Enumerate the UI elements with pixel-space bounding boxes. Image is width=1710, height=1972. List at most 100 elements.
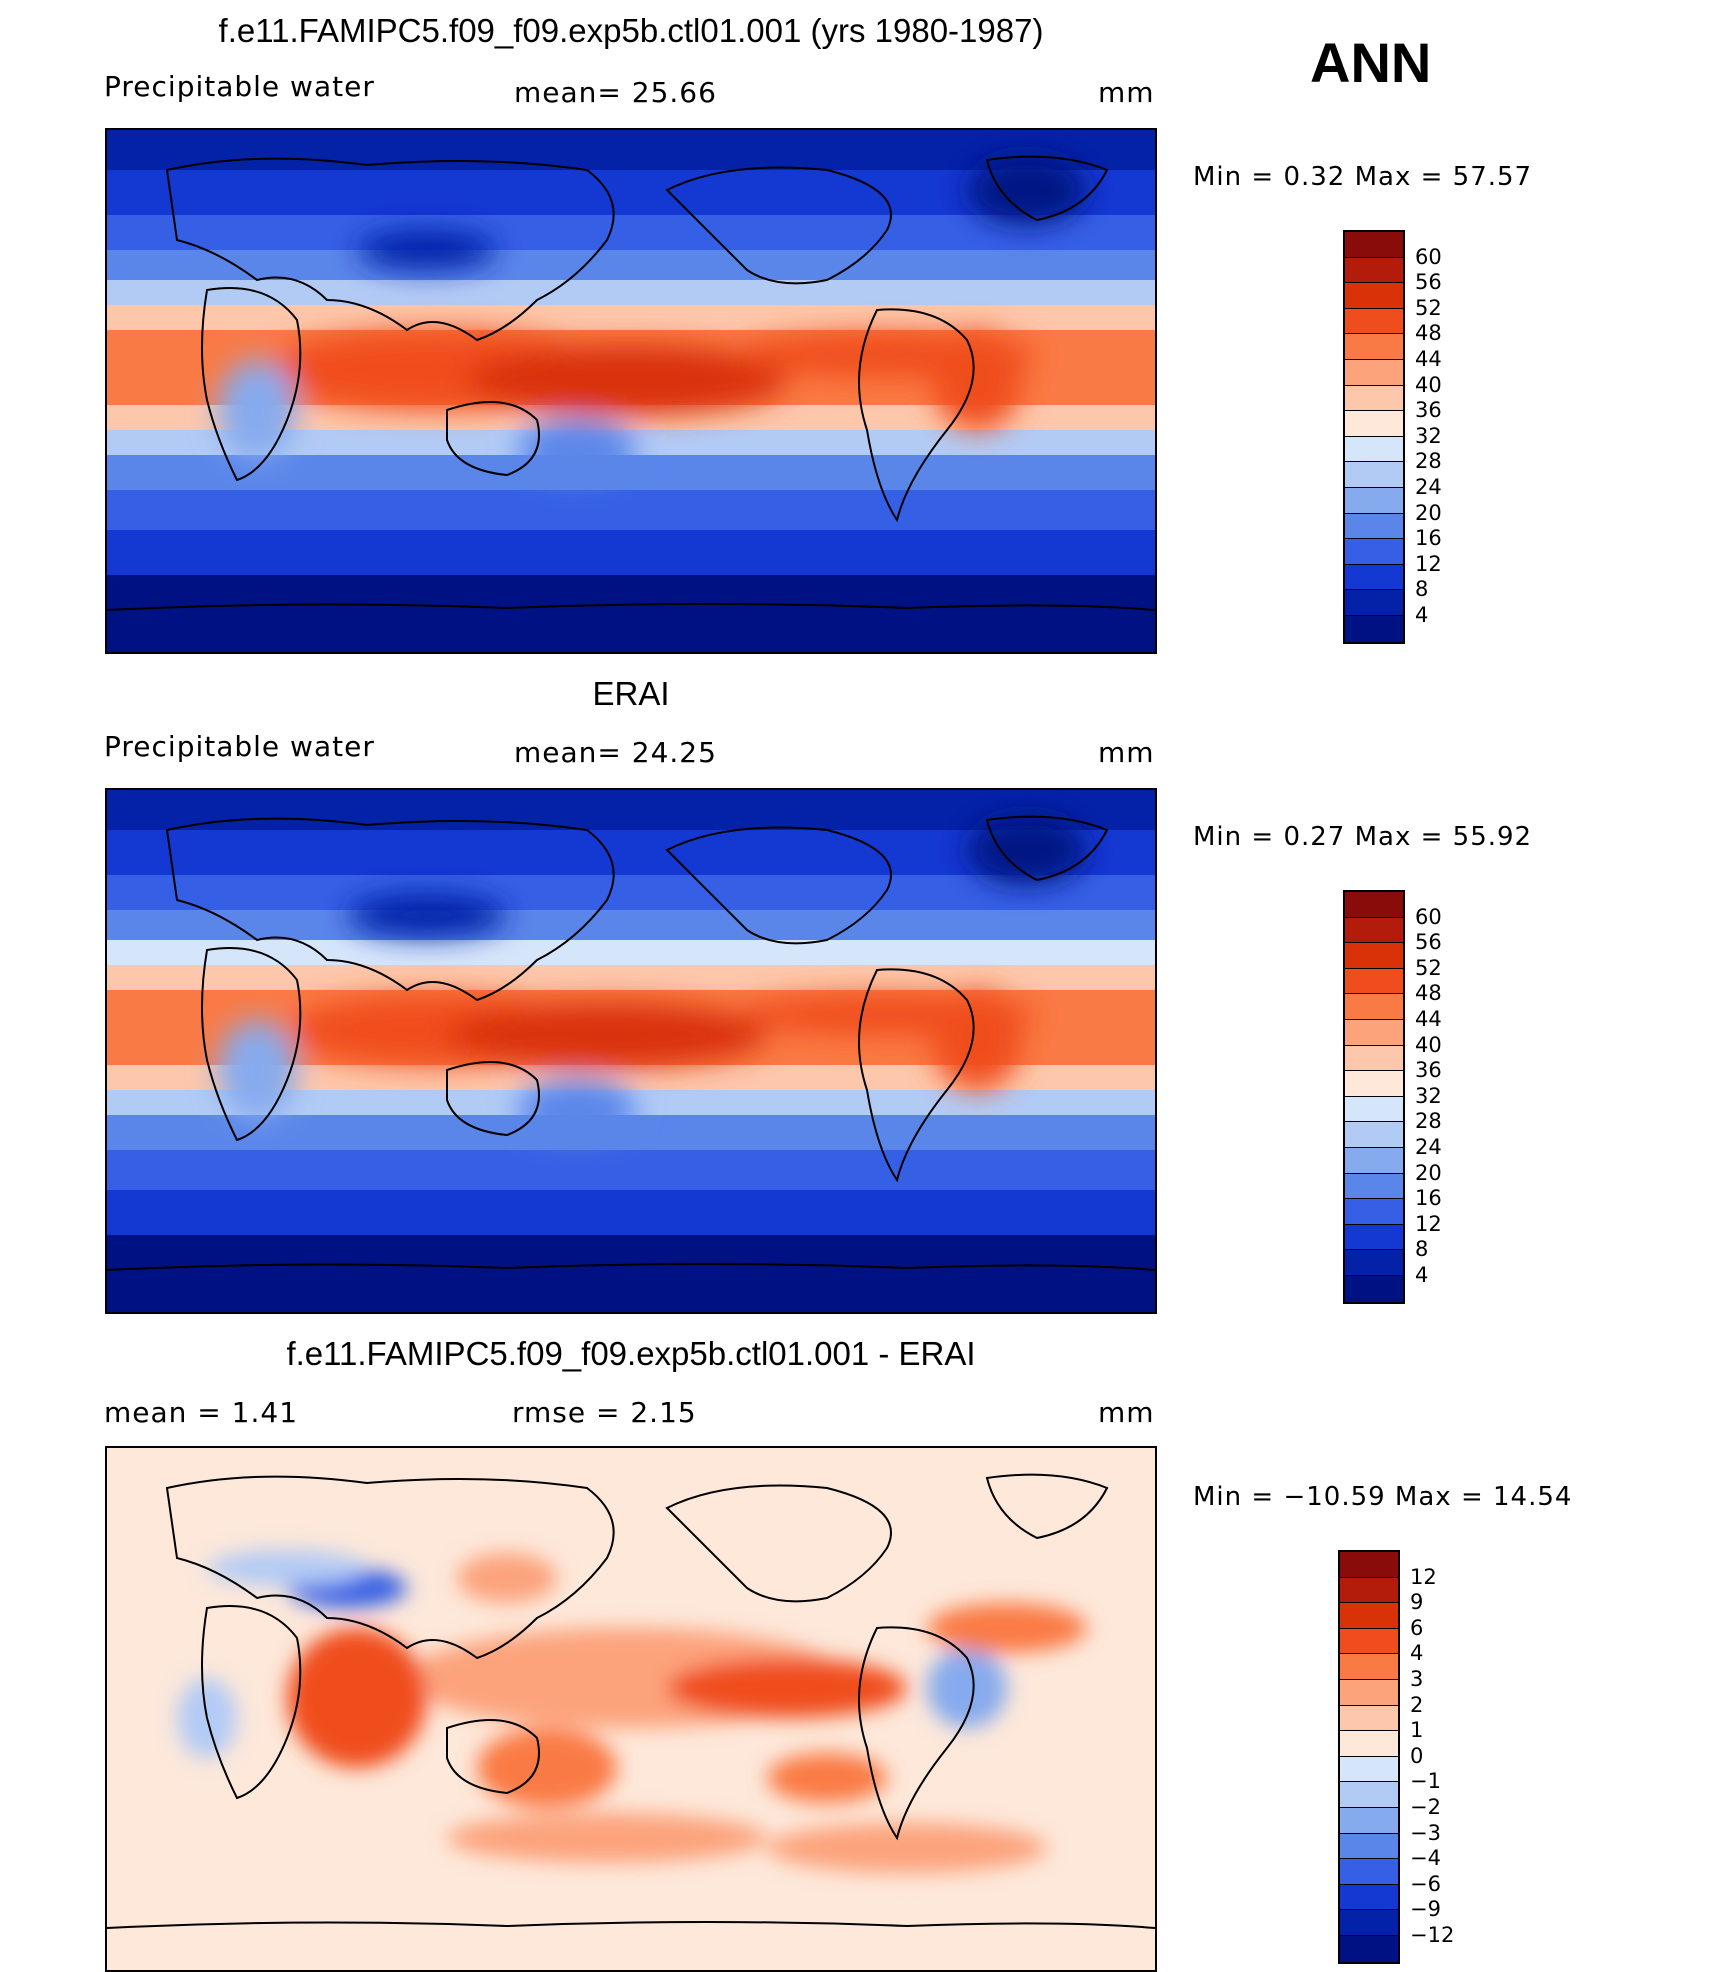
obs-colorbar-swatch [1345, 968, 1403, 995]
panel-model-map [105, 128, 1157, 654]
diff-colorbar-tick-label: 3 [1410, 1667, 1424, 1691]
panel-diff-rmse-label: rmse = 2.15 [512, 1396, 697, 1429]
diff-colorbar-tick-label: 12 [1410, 1564, 1437, 1589]
diff-colorbar-tick-label: −3 [1410, 1820, 1441, 1845]
diff-colorbar-swatch [1340, 1705, 1398, 1732]
obs-colorbar-tick-label: 20 [1415, 1160, 1442, 1185]
panel-model-units: mm [1098, 76, 1155, 109]
diff-colorbar-swatch [1340, 1807, 1398, 1834]
diff-colorbar-swatch [1340, 1577, 1398, 1604]
diff-colorbar-tick-label: 6 [1410, 1615, 1424, 1640]
obs-colorbar-tick-label: 12 [1415, 1211, 1442, 1236]
model-colorbar-swatch [1345, 334, 1403, 360]
model-colorbar-swatch [1345, 411, 1403, 437]
diff-colorbar-swatch [1340, 1756, 1398, 1783]
model-colorbar-tick-label: 32 [1415, 423, 1442, 448]
obs-colorbar-swatch [1345, 1224, 1403, 1251]
obs-colorbar-tick-label: 24 [1415, 1135, 1442, 1159]
model-colorbar-swatch [1345, 462, 1403, 488]
model-colorbar-swatch [1345, 539, 1403, 565]
diff-colorbar-tick-label: −6 [1410, 1871, 1441, 1896]
model-colorbar-swatch [1345, 283, 1403, 309]
model-colorbar-swatch [1345, 308, 1403, 335]
diff-colorbar-swatch [1340, 1731, 1398, 1757]
model-colorbar-swatch [1345, 232, 1403, 258]
panel-obs-variable-label: Precipitable water [104, 730, 375, 763]
panel-model-mean-label: mean= 25.66 [514, 76, 717, 109]
diff-colorbar-swatch [1340, 1935, 1398, 1962]
panel-obs-units: mm [1098, 736, 1155, 769]
panel-obs-field [107, 790, 1155, 1312]
obs-colorbar-swatch [1345, 892, 1403, 918]
obs-colorbar-swatch [1345, 1122, 1403, 1148]
obs-colorbar-swatch [1345, 1019, 1403, 1046]
diff-colorbar-tick-label: 4 [1410, 1641, 1424, 1666]
model-colorbar-swatch [1345, 487, 1403, 514]
model-colorbar-tick-label: 16 [1415, 526, 1442, 551]
obs-colorbar-tick-label: 16 [1415, 1186, 1442, 1211]
obs-colorbar-swatch [1345, 994, 1403, 1020]
diff-colorbar-swatch [1340, 1628, 1398, 1655]
diff-colorbar-tick-label: −9 [1410, 1897, 1441, 1922]
obs-colorbar-swatch [1345, 1250, 1403, 1276]
diff-colorbar-tick-label: 1 [1410, 1718, 1424, 1743]
obs-colorbar-swatch [1345, 1275, 1403, 1302]
diff-colorbar-swatch [1340, 1833, 1398, 1860]
panel-diff-mean-label: mean = 1.41 [104, 1396, 299, 1429]
model-colorbar-tick-label: 48 [1415, 321, 1442, 346]
diff-colorbar-swatch [1340, 1782, 1398, 1808]
panel-obs-map [105, 788, 1157, 1314]
diff-colorbar-swatch [1340, 1910, 1398, 1936]
model-colorbar-swatch [1345, 615, 1403, 642]
obs-colorbar-tick-label: 36 [1415, 1058, 1442, 1083]
obs-colorbar-tick-label: 44 [1415, 1007, 1442, 1031]
diff-colorbar-swatch [1340, 1679, 1398, 1706]
diff-colorbar-tick-label: 0 [1410, 1743, 1424, 1768]
obs-colorbar-swatch [1345, 917, 1403, 944]
panel-model-field [107, 130, 1155, 652]
model-colorbar-tick-label: 52 [1415, 295, 1442, 320]
obs-colorbar-swatch [1345, 943, 1403, 969]
diff-colorbar-tick-label: 9 [1410, 1590, 1424, 1615]
model-colorbar-swatch [1345, 385, 1403, 412]
obs-colorbar-tick-label: 56 [1415, 930, 1442, 955]
panel-obs-mean-label: mean= 24.25 [514, 736, 717, 769]
obs-colorbar-tick-label: 32 [1415, 1083, 1442, 1108]
model-colorbar-tick-label: 44 [1415, 347, 1442, 371]
model-colorbar-swatch [1345, 436, 1403, 463]
obs-colorbar-swatch [1345, 1045, 1403, 1072]
model-colorbar-tick-label: 4 [1415, 603, 1429, 627]
diff-colorbar-swatch [1340, 1859, 1398, 1885]
model-colorbar-swatch [1345, 359, 1403, 386]
model-colorbar-swatch [1345, 590, 1403, 616]
panel-diff-title: f.e11.FAMIPC5.f09_f09.exp5b.ctl01.001 - … [286, 1335, 976, 1372]
model-colorbar-tick-label: 60 [1415, 244, 1442, 269]
obs-colorbar-tick-label: 4 [1415, 1263, 1429, 1287]
model-colorbar-tick-label: 12 [1415, 551, 1442, 576]
diff-colorbar-swatch [1340, 1884, 1398, 1911]
diff-colorbar-tick-label: −12 [1410, 1923, 1455, 1947]
model-colorbar-tick-label: 24 [1415, 475, 1442, 499]
panel-diff-units: mm [1098, 1396, 1155, 1429]
panel-obs-title: ERAI [592, 675, 670, 712]
panel-model-variable-label: Precipitable water [104, 70, 375, 103]
model-colorbar-tick-label: 56 [1415, 270, 1442, 295]
panel-model-minmax: Min = 0.32 Max = 57.57 [1193, 162, 1533, 192]
model-colorbar-tick-label: 40 [1415, 372, 1442, 397]
season-label: ANN [1310, 31, 1432, 94]
model-colorbar-tick-label: 36 [1415, 398, 1442, 423]
panel-obs-minmax: Min = 0.27 Max = 55.92 [1193, 822, 1533, 852]
obs-colorbar-tick-label: 48 [1415, 981, 1442, 1006]
panel-obs-colorbar [1343, 890, 1405, 1304]
model-colorbar-swatch [1345, 564, 1403, 591]
model-colorbar-tick-label: 20 [1415, 500, 1442, 525]
diff-colorbar-tick-label: −4 [1410, 1846, 1441, 1871]
panel-diff-minmax: Min = −10.59 Max = 14.54 [1193, 1482, 1573, 1512]
obs-colorbar-tick-label: 28 [1415, 1109, 1442, 1134]
model-colorbar-tick-label: 8 [1415, 577, 1429, 602]
panel-diff-colorbar [1338, 1550, 1400, 1964]
panel-diff-map [105, 1446, 1157, 1972]
obs-colorbar-swatch [1345, 1071, 1403, 1097]
obs-colorbar-tick-label: 8 [1415, 1237, 1429, 1262]
panel-model-colorbar [1343, 230, 1405, 644]
